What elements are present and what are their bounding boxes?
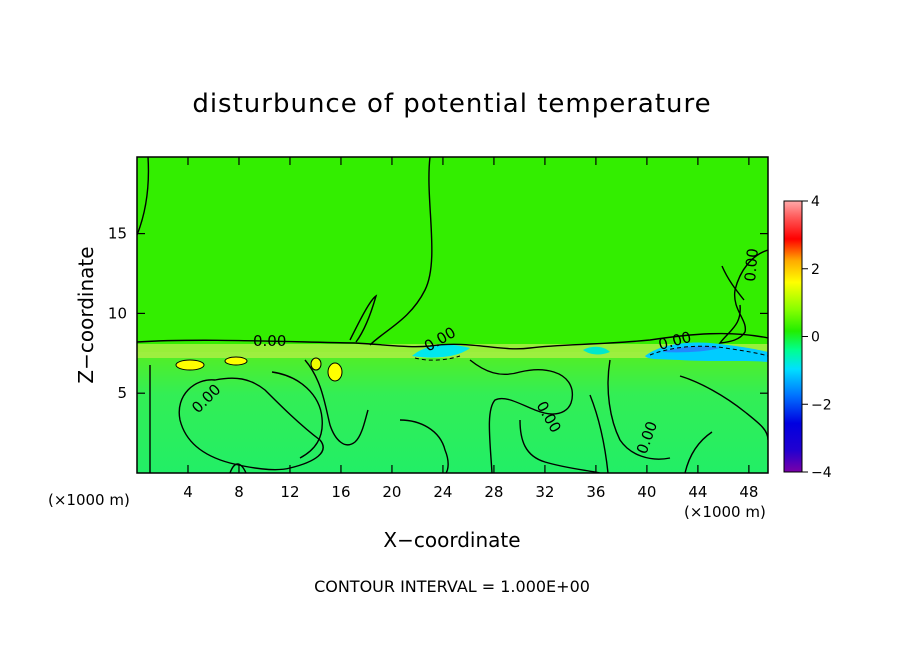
x-tick-label: 28 xyxy=(484,483,503,501)
cold-anomaly-small xyxy=(583,346,610,355)
contour-interval-note: CONTOUR INTERVAL = 1.000E+00 xyxy=(314,577,590,596)
contour-top-left xyxy=(137,157,150,236)
contour-eddy-12 xyxy=(589,394,609,473)
contour-eddy-5 xyxy=(399,419,449,473)
x-tick-label: 32 xyxy=(535,483,554,501)
plot-frame xyxy=(136,156,769,474)
x-tick-label: 36 xyxy=(586,483,605,501)
colorbar-fill xyxy=(783,200,803,473)
colorbar-ticks: 4 2 0 −2 −4 xyxy=(802,194,832,481)
contour-spike xyxy=(349,294,378,343)
contour-inversion-main xyxy=(137,332,768,350)
x-tick-label: 44 xyxy=(688,483,707,501)
colorbar-tick-label: 0 xyxy=(811,330,820,346)
warm-anomaly-1 xyxy=(175,359,205,371)
x-tick-label: 4 xyxy=(183,483,193,501)
contour-eddy-4 xyxy=(304,359,369,446)
colorbar-tick-label: 4 xyxy=(811,194,820,210)
colorbar-tick-label: 2 xyxy=(811,262,820,278)
negative-contour-east xyxy=(649,345,768,357)
y-tick-label: 10 xyxy=(108,304,127,322)
contour-plume-center xyxy=(369,157,433,346)
negative-contours xyxy=(414,345,768,361)
cold-anomaly-center xyxy=(412,344,470,358)
plot-area: 0.00 0.00 0.00 0.00 0.00 0.00 0.00 xyxy=(137,157,768,473)
y-axis-label: Z−coordinate xyxy=(74,246,98,383)
warm-anomaly-3 xyxy=(327,362,343,382)
contour-right-tail xyxy=(721,265,745,301)
contour-eddy-10 xyxy=(684,431,713,473)
warm-anomaly-2 xyxy=(224,356,248,366)
cold-anomaly-east xyxy=(645,342,768,362)
negative-contour-center xyxy=(414,355,461,361)
colorbar: 4 2 0 −2 −4 xyxy=(783,194,832,481)
y-axis-ticks: 5 10 15 xyxy=(108,225,768,402)
x-tick-label: 12 xyxy=(280,483,299,501)
x-tick-label: 8 xyxy=(234,483,244,501)
x-unit-left: (×1000 m) xyxy=(48,491,130,509)
x-tick-label: 40 xyxy=(637,483,656,501)
x-axis-label: X−coordinate xyxy=(383,528,520,552)
contour-eddy-3 xyxy=(271,371,323,459)
x-tick-label: 16 xyxy=(331,483,350,501)
contour-eddy-9 xyxy=(679,375,768,441)
warm-anomaly-4 xyxy=(310,357,322,371)
cold-anomaly-east-core xyxy=(662,346,720,353)
x-tick-label: 24 xyxy=(433,483,452,501)
x-tick-label: 20 xyxy=(382,483,401,501)
chart-title: disturbunce of potential temperature xyxy=(192,89,711,119)
contour-label: 0.00 xyxy=(253,332,286,350)
contour-right-edge xyxy=(718,249,768,344)
contour-eddy-7 xyxy=(519,419,601,473)
y-tick-label: 5 xyxy=(117,384,127,402)
y-tick-label: 15 xyxy=(108,225,127,243)
contour-eddy-11 xyxy=(229,463,247,473)
x-tick-label: 48 xyxy=(739,483,758,501)
contour-label: 0.00 xyxy=(741,248,762,283)
colorbar-tick-label: −2 xyxy=(811,397,832,413)
x-unit-right: (×1000 m) xyxy=(684,503,766,521)
contour-eddy-6 xyxy=(469,359,574,473)
x-axis-ticks: 4 8 12 16 20 24 28 32 36 40 44 48 xyxy=(183,157,758,501)
contour-lines xyxy=(137,157,768,473)
contour-eddy-8 xyxy=(607,359,671,460)
colorbar-tick-label: −4 xyxy=(811,465,832,481)
lower-field xyxy=(137,352,768,473)
